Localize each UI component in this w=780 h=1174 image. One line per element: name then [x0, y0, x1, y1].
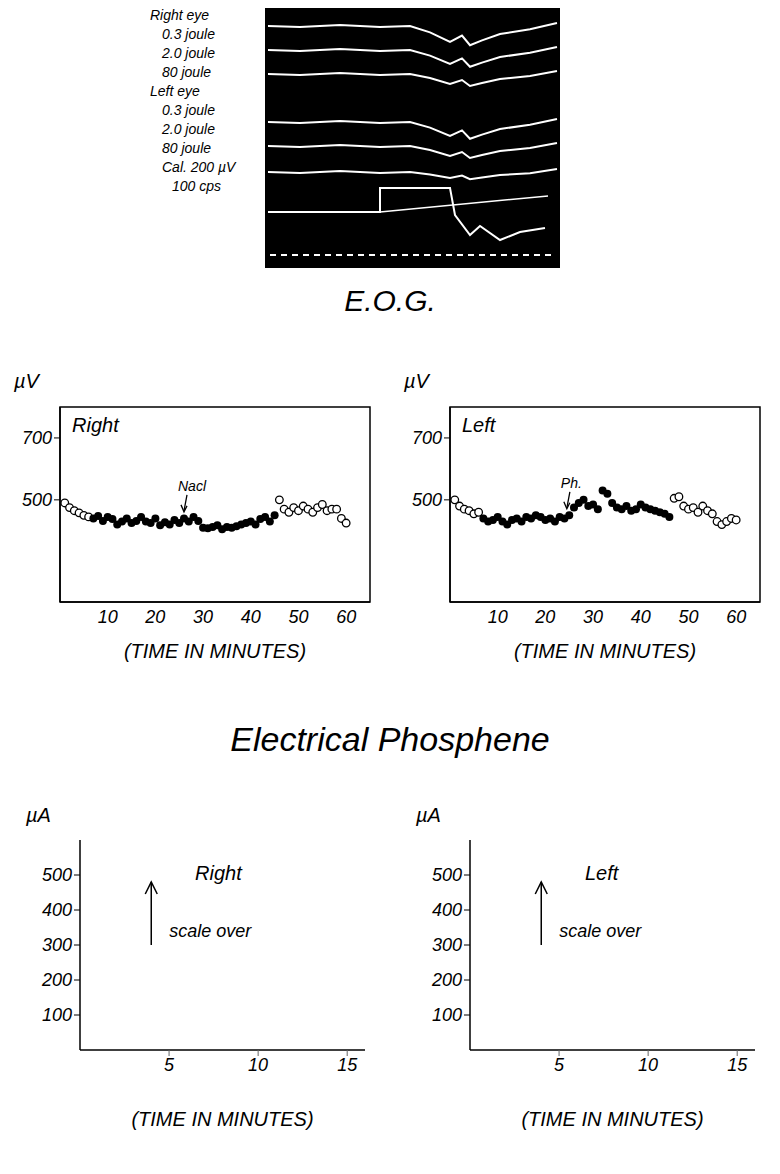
svg-text:400: 400 — [42, 900, 72, 920]
svg-text:Cal. 200 µV: Cal. 200 µV — [162, 159, 237, 175]
html-text:µV: µV — [14, 370, 39, 392]
svg-text:60: 60 — [726, 607, 746, 627]
html-text:µA: µA — [26, 804, 51, 826]
svg-text:40: 40 — [241, 607, 261, 627]
svg-text:30: 30 — [583, 607, 603, 627]
svg-text:80 joule: 80 joule — [162, 64, 211, 80]
svg-text:10: 10 — [638, 1055, 658, 1075]
svg-text:30: 30 — [193, 607, 213, 627]
svg-text:10: 10 — [488, 607, 508, 627]
svg-text:Ph.: Ph. — [561, 475, 582, 491]
html-text:µV: µV — [404, 370, 429, 392]
svg-text:Right eye: Right eye — [150, 7, 209, 23]
svg-text:60: 60 — [336, 607, 356, 627]
svg-text:15: 15 — [337, 1055, 358, 1075]
html-text:µA: µA — [416, 804, 441, 826]
svg-text:200: 200 — [41, 970, 72, 990]
svg-text:scale over: scale over — [559, 921, 642, 941]
svg-text:100 cps: 100 cps — [172, 178, 221, 194]
svg-text:300: 300 — [42, 935, 72, 955]
svg-text:500: 500 — [412, 490, 442, 510]
svg-text:300: 300 — [432, 935, 462, 955]
html-text:Left: Left — [585, 862, 619, 884]
svg-text:0.3 joule: 0.3 joule — [162, 26, 215, 42]
html-text:Left: Left — [462, 414, 496, 436]
svg-text:700: 700 — [22, 428, 52, 448]
svg-text:Left eye: Left eye — [150, 83, 200, 99]
svg-text:100: 100 — [432, 1005, 462, 1025]
svg-text:20: 20 — [144, 607, 165, 627]
svg-text:500: 500 — [42, 865, 72, 885]
svg-text:400: 400 — [432, 900, 462, 920]
svg-text:(TIME IN MINUTES): (TIME IN MINUTES) — [521, 1108, 703, 1130]
svg-text:700: 700 — [412, 428, 442, 448]
svg-text:200: 200 — [431, 970, 462, 990]
svg-text:5: 5 — [554, 1055, 565, 1075]
svg-text:(TIME IN MINUTES): (TIME IN MINUTES) — [131, 1108, 313, 1130]
svg-text:0.3 joule: 0.3 joule — [162, 102, 215, 118]
html-text:Right: Right — [72, 414, 119, 436]
html-text:E.O.G.: E.O.G. — [344, 284, 436, 317]
svg-text:2.0 joule: 2.0 joule — [161, 121, 215, 137]
svg-text:100: 100 — [42, 1005, 72, 1025]
svg-text:500: 500 — [22, 490, 52, 510]
svg-text:10: 10 — [248, 1055, 268, 1075]
svg-text:500: 500 — [432, 865, 462, 885]
svg-text:10: 10 — [98, 607, 118, 627]
svg-text:(TIME IN MINUTES): (TIME IN MINUTES) — [124, 640, 306, 662]
svg-text:50: 50 — [288, 607, 308, 627]
svg-text:Nacl: Nacl — [178, 478, 207, 494]
svg-text:40: 40 — [631, 607, 651, 627]
svg-text:(TIME IN MINUTES): (TIME IN MINUTES) — [514, 640, 696, 662]
svg-text:scale over: scale over — [169, 921, 252, 941]
html-text:Electrical Phosphene: Electrical Phosphene — [230, 720, 550, 758]
svg-text:20: 20 — [534, 607, 555, 627]
html-text:Right: Right — [195, 862, 242, 884]
svg-text:5: 5 — [164, 1055, 175, 1075]
svg-text:50: 50 — [678, 607, 698, 627]
svg-text:2.0 joule: 2.0 joule — [161, 45, 215, 61]
svg-text:80 joule: 80 joule — [162, 140, 211, 156]
svg-text:15: 15 — [727, 1055, 748, 1075]
